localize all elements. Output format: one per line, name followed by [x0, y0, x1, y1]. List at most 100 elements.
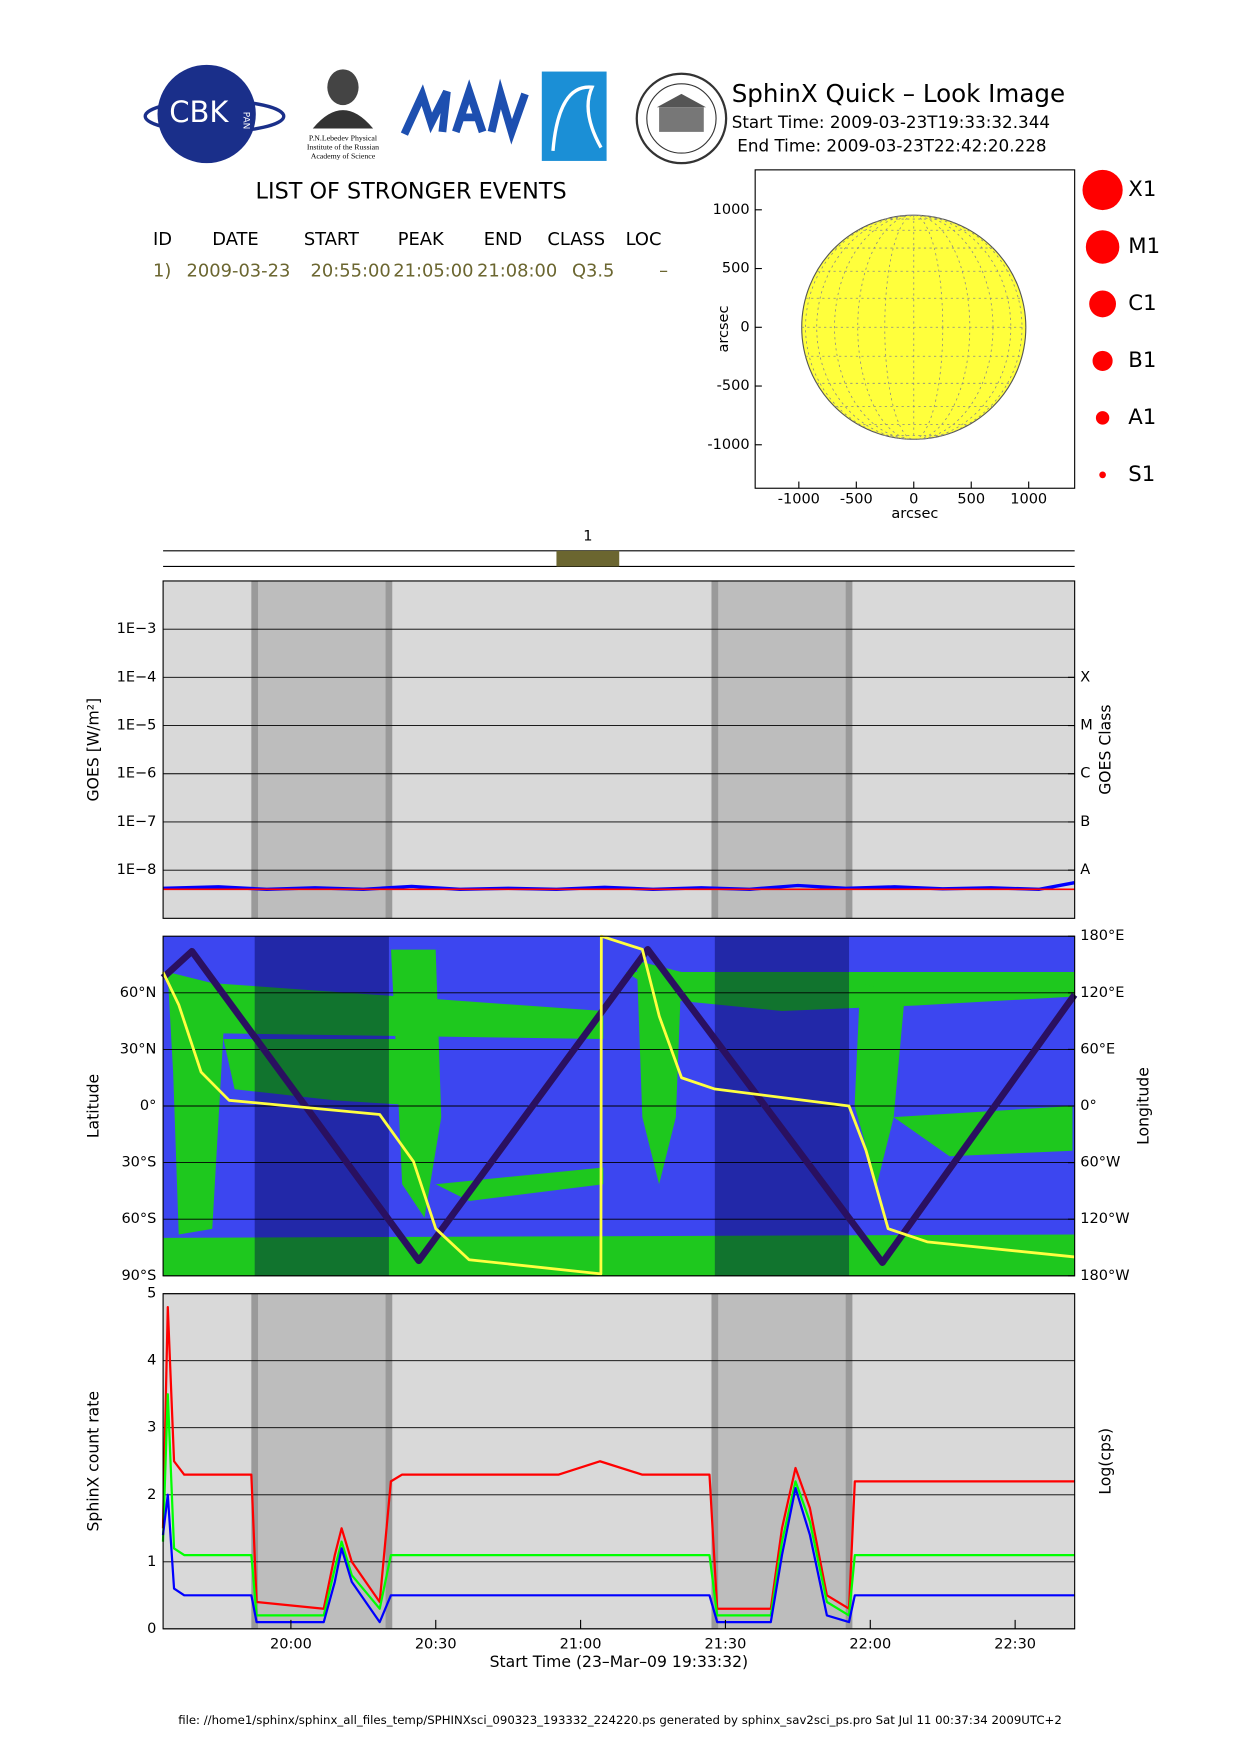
- column-header: END: [484, 229, 522, 250]
- y-tick-label: 1: [147, 1554, 156, 1570]
- y-tick-label: 60°S: [121, 1211, 156, 1227]
- y-tick-label: 1E−3: [117, 621, 157, 637]
- size-legend-label: C1: [1128, 291, 1156, 316]
- y-tick-label: 1E−7: [117, 814, 157, 830]
- y-tick-label: 1E−6: [117, 766, 157, 782]
- y2-tick-label: A: [1080, 862, 1090, 878]
- shaded-interval: [254, 1293, 389, 1629]
- event-cell: –: [659, 261, 668, 282]
- y-tick-label: 30°N: [120, 1041, 157, 1057]
- shaded-interval: [714, 580, 850, 919]
- end-time: End Time: 2009-03-23T22:42:20.228: [737, 135, 1046, 155]
- y-tick-label: -1000: [707, 437, 749, 453]
- logo-text: Institute of the Russian: [307, 142, 379, 151]
- event-cell: 21:08:00: [477, 261, 557, 282]
- y-tick-label: 500: [722, 261, 750, 277]
- column-header: START: [304, 229, 359, 250]
- y-tick-label: 1E−4: [117, 669, 157, 685]
- particle-regions: [163, 949, 1075, 1276]
- x-tick-label: 22:00: [849, 1636, 891, 1652]
- y-tick-label: 0: [147, 1621, 156, 1637]
- x-axis-label: Start Time (23–Mar–09 19:33:32): [490, 1652, 749, 1671]
- y2-tick-label: B: [1080, 814, 1090, 830]
- logo-university: [635, 72, 728, 165]
- size-legend-marker: [1099, 471, 1106, 479]
- y-axis-label: SphinX count rate: [83, 1391, 102, 1531]
- start-time: Start Time: 2009-03-23T19:33:32.344: [732, 112, 1050, 132]
- y-tick-label: 60°N: [120, 985, 157, 1001]
- x-tick-label: 0: [909, 491, 918, 507]
- series-line: [161, 1393, 1075, 1617]
- logo-lebedev: P.N.Lebedev Physical Institute of the Ru…: [307, 69, 379, 160]
- y-tick-label: 3: [147, 1420, 156, 1436]
- interval-edge: [385, 1293, 393, 1629]
- disk-meridian: [805, 214, 1023, 440]
- footer: file: //home1/sphinx/sphinx_all_files_te…: [178, 1713, 1062, 1727]
- y-tick-label: 0°: [140, 1098, 156, 1114]
- y2-tick-label: 0°: [1080, 1098, 1097, 1114]
- page-title: SphinX Quick – Look Image: [732, 79, 1065, 108]
- y-axis-label: Latitude: [83, 1074, 102, 1138]
- y-tick-label: 4: [147, 1353, 156, 1369]
- y-axis-label: arcsec: [716, 306, 732, 353]
- y-tick-label: 1E−5: [117, 718, 157, 734]
- y2-tick-label: 120°E: [1080, 985, 1124, 1001]
- event-cell: 20:55:00: [311, 261, 391, 282]
- size-legend-label: B1: [1128, 348, 1156, 373]
- y-tick-label: 1E−8: [117, 862, 157, 878]
- series-line: [160, 946, 1078, 1266]
- x-tick-label: 20:00: [270, 1636, 312, 1652]
- y2-tick-label: 60°E: [1080, 1041, 1115, 1057]
- x-tick-label: 20:30: [415, 1636, 457, 1652]
- interval-edge: [711, 580, 719, 919]
- interval-edge: [251, 580, 259, 919]
- plot-frame: [162, 580, 1076, 919]
- column-header: CLASS: [547, 229, 605, 250]
- plot-frame: [162, 1293, 1076, 1630]
- logo-mifi: [400, 78, 529, 145]
- x-tick-label: -500: [840, 491, 873, 507]
- y2-tick-label: 180°E: [1080, 928, 1124, 944]
- size-legend-marker: [1092, 350, 1113, 371]
- events-title: LIST OF STRONGER EVENTS: [256, 179, 567, 205]
- y-tick-label: 0: [740, 319, 749, 335]
- y-tick-label: 1000: [713, 202, 750, 218]
- y2-tick-label: 120°W: [1080, 1211, 1129, 1227]
- logo-text: Academy of Science: [311, 151, 376, 160]
- size-legend-label: S1: [1128, 462, 1155, 487]
- event-cell: 2009-03-23: [187, 261, 291, 282]
- y2-tick-label: C: [1080, 766, 1090, 782]
- shaded-interval: [714, 1293, 850, 1629]
- size-legend-label: A1: [1128, 405, 1156, 430]
- plot-frame: [162, 935, 1076, 1277]
- size-legend-label: X1: [1128, 177, 1156, 202]
- size-legend-marker: [1089, 290, 1116, 318]
- interval-edge: [385, 580, 393, 919]
- column-header: PEAK: [398, 229, 445, 250]
- size-legend-marker: [1085, 230, 1120, 264]
- size-legend-marker: [1095, 411, 1110, 425]
- event-cell: Q3.5: [572, 261, 614, 282]
- interval-edge: [251, 1293, 259, 1629]
- x-tick-label: -1000: [778, 491, 820, 507]
- y2-tick-label: X: [1080, 669, 1090, 685]
- column-header: ID: [153, 229, 172, 250]
- y-tick-label: 90°S: [121, 1268, 156, 1284]
- logo-institute: [541, 71, 607, 161]
- event-bar: [556, 550, 620, 567]
- x-tick-label: 1000: [1010, 491, 1047, 507]
- y2-axis-label: Log(cps): [1095, 1428, 1114, 1495]
- interval-edge: [711, 1293, 719, 1629]
- series-line: [161, 1486, 1075, 1624]
- event-cell: 1): [153, 261, 171, 282]
- size-legend-marker: [1082, 169, 1123, 211]
- interval-edge: [845, 580, 853, 919]
- event-cell: 21:05:00: [393, 261, 473, 282]
- y-tick-label: -500: [717, 378, 750, 394]
- x-tick-label: 500: [957, 491, 985, 507]
- x-tick-label: 21:00: [560, 1636, 602, 1652]
- y2-tick-label: 60°W: [1080, 1155, 1120, 1171]
- y-tick-label: 5: [147, 1286, 156, 1302]
- logo-text: PAN: [240, 112, 250, 130]
- y2-tick-label: M: [1080, 718, 1093, 734]
